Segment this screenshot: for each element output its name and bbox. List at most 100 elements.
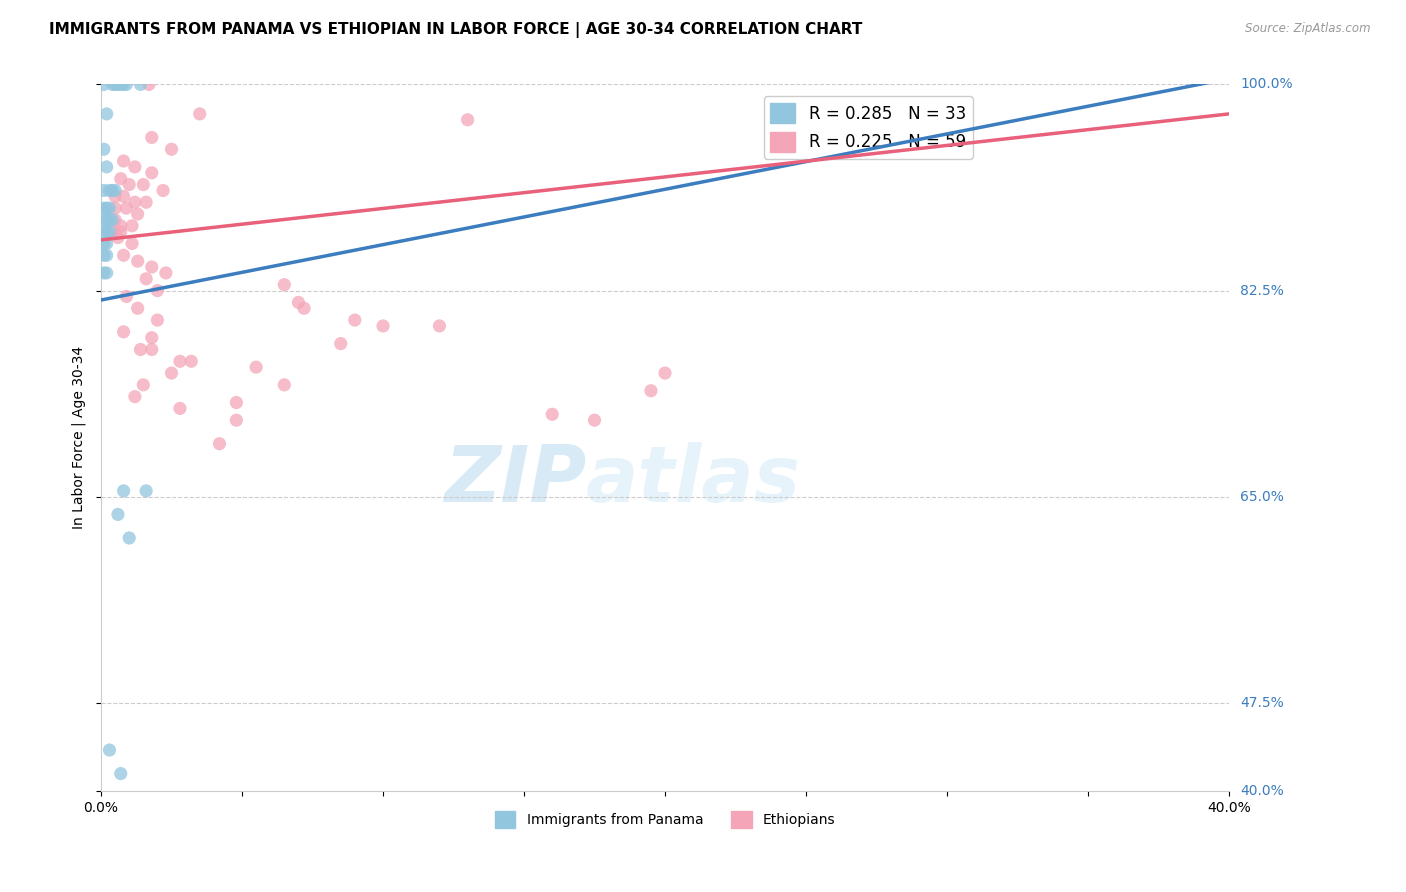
Point xyxy=(273,277,295,292)
Point xyxy=(96,160,118,174)
Point xyxy=(121,219,143,233)
Legend: Immigrants from Panama, Ethiopians: Immigrants from Panama, Ethiopians xyxy=(489,805,841,834)
Point xyxy=(640,384,662,398)
Point xyxy=(127,254,149,268)
Point xyxy=(112,78,135,92)
Point xyxy=(98,743,121,757)
Point xyxy=(273,377,295,392)
Point xyxy=(141,343,163,357)
Text: ZIP: ZIP xyxy=(444,442,586,518)
Point xyxy=(160,142,183,156)
Point xyxy=(110,766,132,780)
Point xyxy=(429,318,451,333)
Point xyxy=(135,483,157,498)
Point xyxy=(135,195,157,210)
Point xyxy=(654,366,676,380)
Text: 47.5%: 47.5% xyxy=(1240,696,1284,710)
Point xyxy=(93,201,115,215)
Point xyxy=(104,213,127,227)
Text: Source: ZipAtlas.com: Source: ZipAtlas.com xyxy=(1246,22,1371,36)
Point xyxy=(287,295,309,310)
Point xyxy=(104,189,127,203)
Point xyxy=(208,436,231,450)
Text: 82.5%: 82.5% xyxy=(1240,284,1284,298)
Point xyxy=(96,266,118,280)
Text: IMMIGRANTS FROM PANAMA VS ETHIOPIAN IN LABOR FORCE | AGE 30-34 CORRELATION CHART: IMMIGRANTS FROM PANAMA VS ETHIOPIAN IN L… xyxy=(49,22,863,38)
Point xyxy=(104,201,127,215)
Point xyxy=(93,236,115,251)
Point xyxy=(93,266,115,280)
Point xyxy=(112,325,135,339)
Point xyxy=(152,184,174,198)
Point xyxy=(98,213,121,227)
Point xyxy=(329,336,352,351)
Point xyxy=(112,483,135,498)
Point xyxy=(104,184,127,198)
Point xyxy=(124,160,146,174)
Point xyxy=(93,184,115,198)
Point xyxy=(138,78,160,92)
Point xyxy=(124,195,146,210)
Point xyxy=(118,531,141,545)
Point xyxy=(146,284,169,298)
Point xyxy=(107,78,129,92)
Point xyxy=(93,225,115,239)
Point xyxy=(141,331,163,345)
Point xyxy=(112,189,135,203)
Point xyxy=(936,124,959,138)
Point xyxy=(541,407,564,421)
Point xyxy=(93,142,115,156)
Text: 100.0%: 100.0% xyxy=(1240,78,1294,92)
Point xyxy=(118,178,141,192)
Point xyxy=(245,360,267,375)
Point xyxy=(115,201,138,215)
Point xyxy=(121,236,143,251)
Point xyxy=(146,313,169,327)
Text: 40.0%: 40.0% xyxy=(1240,784,1284,798)
Point xyxy=(169,401,191,416)
Point xyxy=(96,213,118,227)
Point xyxy=(101,213,124,227)
Point xyxy=(225,395,247,409)
Point xyxy=(101,225,124,239)
Point xyxy=(112,248,135,262)
Point xyxy=(155,266,177,280)
Point xyxy=(124,390,146,404)
Point xyxy=(110,225,132,239)
Point xyxy=(127,207,149,221)
Point xyxy=(110,78,132,92)
Point xyxy=(141,166,163,180)
Point xyxy=(371,318,394,333)
Point xyxy=(225,413,247,427)
Text: atlas: atlas xyxy=(586,442,801,518)
Point xyxy=(96,248,118,262)
Point xyxy=(107,230,129,244)
Point xyxy=(292,301,315,316)
Point xyxy=(96,107,118,121)
Point xyxy=(135,272,157,286)
Point xyxy=(93,248,115,262)
Point xyxy=(457,112,479,127)
Point xyxy=(98,225,121,239)
Point xyxy=(98,201,121,215)
Point xyxy=(107,508,129,522)
Point xyxy=(112,154,135,169)
Point xyxy=(101,184,124,198)
Text: 65.0%: 65.0% xyxy=(1240,490,1284,504)
Point xyxy=(104,78,127,92)
Point xyxy=(96,201,118,215)
Point xyxy=(127,301,149,316)
Point xyxy=(132,377,155,392)
Point xyxy=(583,413,606,427)
Point xyxy=(343,313,366,327)
Point xyxy=(96,236,118,251)
Point xyxy=(129,78,152,92)
Point xyxy=(129,343,152,357)
Point xyxy=(180,354,202,368)
Point xyxy=(115,78,138,92)
Point xyxy=(110,219,132,233)
Point xyxy=(141,260,163,274)
Point xyxy=(169,354,191,368)
Y-axis label: In Labor Force | Age 30-34: In Labor Force | Age 30-34 xyxy=(72,346,86,530)
Point xyxy=(110,171,132,186)
